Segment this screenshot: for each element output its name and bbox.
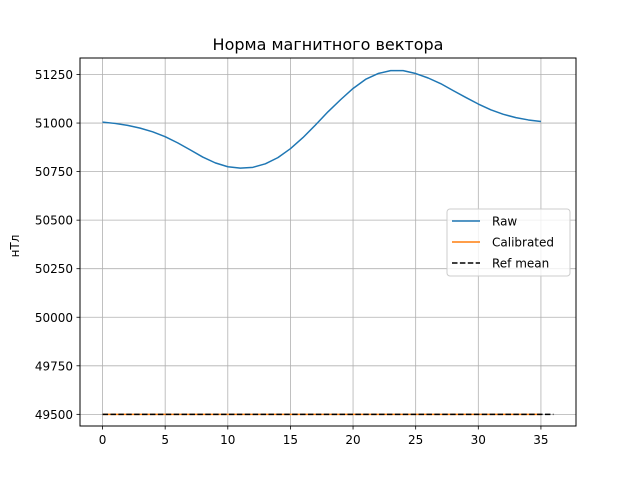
chart-title: Норма магнитного вектора [213, 35, 444, 54]
y-tick-label: 51250 [35, 68, 73, 82]
plot-frame [79, 57, 577, 427]
x-tick-label: 30 [471, 433, 486, 447]
x-tick-label: 5 [161, 433, 169, 447]
x-axis: 0 5 10 15 20 25 30 35 [99, 426, 549, 447]
legend: Raw Calibrated Ref mean [446, 208, 571, 277]
series-line-raw [102, 69, 542, 169]
x-tick-label: 35 [533, 433, 548, 447]
legend-label: Ref mean [492, 257, 549, 271]
y-tick-label: 50750 [35, 165, 73, 179]
x-tick-label: 0 [99, 433, 107, 447]
x-tick-label: 15 [283, 433, 298, 447]
legend-label: Calibrated [492, 236, 554, 250]
y-tick-label: 50000 [35, 311, 73, 325]
y-axis: 49500 49750 50000 50250 50500 50750 51000 51250 [35, 68, 80, 422]
y-tick-label: 50500 [35, 214, 73, 228]
x-tick-label: 25 [408, 433, 423, 447]
legend-label: Raw [492, 215, 517, 229]
y-axis-label: нТл [8, 235, 22, 258]
series-layer [102, 69, 554, 416]
legend-box [446, 208, 571, 277]
y-tick-label: 49500 [35, 408, 73, 422]
y-tick-label: 49750 [35, 359, 73, 373]
x-tick-label: 10 [220, 433, 235, 447]
x-tick-label: 20 [345, 433, 360, 447]
y-tick-label: 51000 [35, 117, 73, 131]
y-tick-label: 50250 [35, 262, 73, 276]
